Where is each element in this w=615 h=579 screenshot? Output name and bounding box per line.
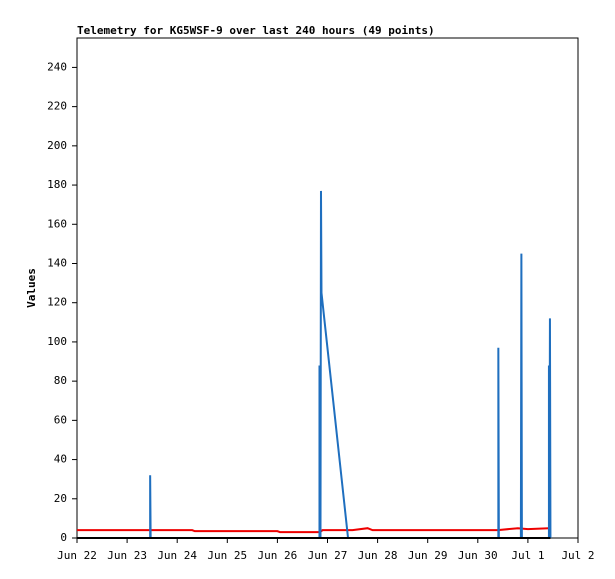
- series-line: [149, 190, 552, 539]
- x-tick-label: Jun 22: [57, 549, 97, 562]
- y-tick-label: 140: [47, 256, 67, 269]
- y-tick-label: 100: [47, 335, 67, 348]
- series-line: [77, 527, 549, 534]
- y-tick-label: 160: [47, 217, 67, 230]
- y-tick-label: 120: [47, 296, 67, 309]
- x-tick-label: Jun 29: [408, 549, 448, 562]
- plot-frame: [76, 37, 579, 539]
- x-tick-label: Jun 25: [207, 549, 247, 562]
- y-tick-label: 20: [54, 492, 67, 505]
- y-tick-label: 60: [54, 413, 67, 426]
- y-tick-label: 180: [47, 178, 67, 191]
- x-tick-label: Jun 23: [107, 549, 147, 562]
- x-tick-label: Jul 1: [511, 549, 544, 562]
- y-tick-label: 240: [47, 60, 67, 73]
- y-tick-label: 40: [54, 453, 67, 466]
- y-axis-label: Values: [25, 268, 38, 308]
- x-tick-label: Jun 24: [157, 549, 197, 562]
- y-tick-label: 0: [60, 531, 67, 544]
- y-tick-label: 80: [54, 374, 67, 387]
- x-tick-label: Jul 2: [561, 549, 594, 562]
- y-tick-label: 220: [47, 100, 67, 113]
- x-tick-label: Jun 27: [308, 549, 348, 562]
- x-tick-label: Jun 28: [358, 549, 398, 562]
- x-tick-label: Jun 30: [458, 549, 498, 562]
- x-tick-label: Jun 26: [258, 549, 298, 562]
- chart-title: Telemetry for KG5WSF-9 over last 240 hou…: [77, 24, 435, 37]
- y-tick-label: 200: [47, 139, 67, 152]
